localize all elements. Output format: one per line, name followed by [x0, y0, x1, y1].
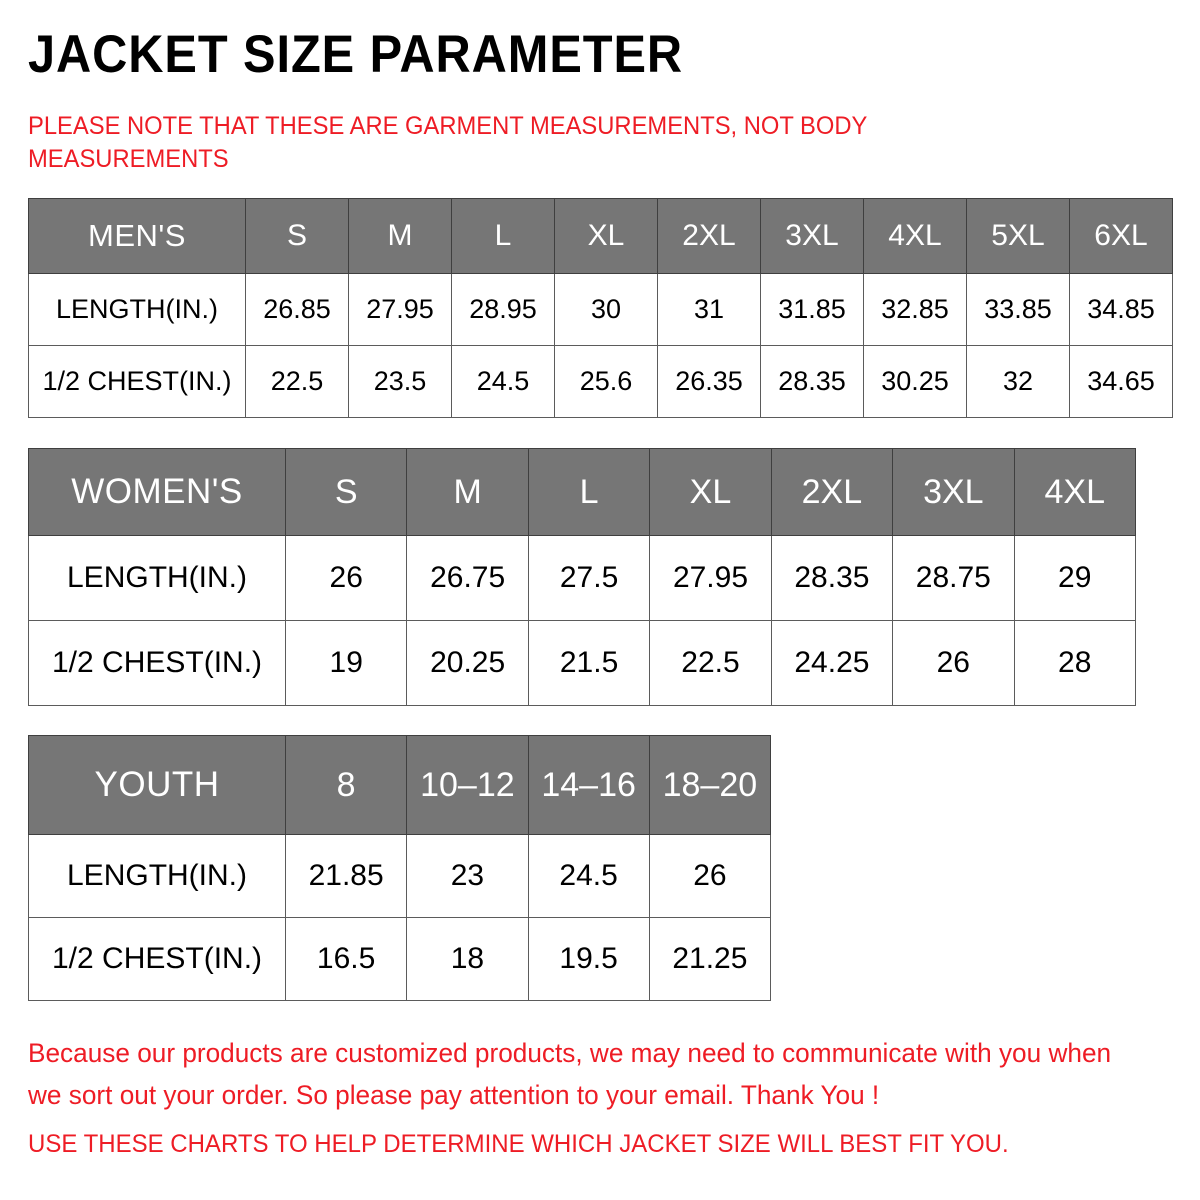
measurement-cell: 29 [1013, 535, 1136, 621]
row-label: LENGTH(IN.) [28, 273, 246, 346]
measurement-cell: 22.5 [649, 620, 772, 706]
column-header-size: S [245, 198, 349, 274]
column-header-size: XL [554, 198, 658, 274]
table-header-row: WOMEN'S S M L XL 2XL 3XL 4XL [28, 448, 1136, 536]
column-header-size: 3XL [892, 448, 1015, 536]
mens-table-title: MEN'S [28, 198, 246, 274]
column-header-size: 18–20 [648, 735, 772, 835]
measurement-cell: 21.25 [648, 917, 772, 1001]
measurement-cell: 24.5 [451, 345, 555, 418]
measurement-cell: 26.35 [657, 345, 761, 418]
youth-size-table: YOUTH 8 10–12 14–16 18–20 LENGTH(IN.) 21… [28, 735, 772, 1001]
mens-table-header: MEN'S S M L XL 2XL 3XL 4XL 5XL 6XL [28, 198, 1173, 274]
measurement-cell: 27.95 [649, 535, 772, 621]
column-header-size: 14–16 [527, 735, 650, 835]
column-header-size: 2XL [657, 198, 761, 274]
column-header-size: M [406, 448, 529, 536]
measurement-cell: 23.5 [348, 345, 452, 418]
column-header-size: L [527, 448, 651, 536]
column-header-size: XL [649, 448, 772, 536]
table-row: LENGTH(IN.) 26 26.75 27.5 27.95 28.35 28… [28, 535, 1136, 621]
measurement-cell: 20.25 [406, 620, 529, 706]
measurement-cell: 32 [966, 345, 1070, 418]
row-label: LENGTH(IN.) [28, 834, 286, 918]
measurement-cell: 26 [648, 834, 772, 918]
measurement-cell: 16.5 [284, 917, 408, 1001]
measurement-cell: 19 [284, 620, 408, 706]
table-row: 1/2 CHEST(IN.) 22.5 23.5 24.5 25.6 26.35… [28, 345, 1173, 418]
column-header-size: M [348, 198, 452, 274]
measurement-cell: 18 [406, 917, 529, 1001]
row-label: 1/2 CHEST(IN.) [28, 917, 286, 1001]
measurement-cell: 26.75 [406, 535, 529, 621]
garment-measurement-notice: PLEASE NOTE THAT THESE ARE GARMENT MEASU… [28, 112, 867, 173]
measurement-cell: 28.35 [770, 535, 894, 621]
measurement-cell: 32.85 [863, 273, 967, 346]
measurement-cell: 28.95 [451, 273, 555, 346]
table-row: 1/2 CHEST(IN.) 16.5 18 19.5 21.25 [28, 917, 772, 1001]
youth-table-body: LENGTH(IN.) 21.85 23 24.5 26 1/2 CHEST(I… [28, 834, 772, 1001]
row-label: 1/2 CHEST(IN.) [28, 345, 246, 418]
measurement-cell: 21.85 [284, 834, 408, 918]
measurement-cell: 19.5 [527, 917, 650, 1001]
measurement-cell: 28 [1013, 620, 1136, 706]
measurement-cell: 23 [406, 834, 529, 918]
measurement-cell: 25.6 [554, 345, 658, 418]
chart-usage-tagline: USE THESE CHARTS TO HELP DETERMINE WHICH… [28, 1130, 1009, 1158]
womens-table-header: WOMEN'S S M L XL 2XL 3XL 4XL [28, 448, 1136, 536]
table-header-row: MEN'S S M L XL 2XL 3XL 4XL 5XL 6XL [28, 198, 1173, 274]
youth-table-header: YOUTH 8 10–12 14–16 18–20 [28, 735, 772, 835]
table-row: 1/2 CHEST(IN.) 19 20.25 21.5 22.5 24.25 … [28, 620, 1136, 706]
measurement-cell: 31 [657, 273, 761, 346]
table-header-row: YOUTH 8 10–12 14–16 18–20 [28, 735, 772, 835]
column-header-size: 10–12 [406, 735, 529, 835]
measurement-cell: 30 [554, 273, 658, 346]
youth-table-title: YOUTH [28, 735, 286, 835]
row-label: 1/2 CHEST(IN.) [28, 620, 286, 706]
mens-size-table: MEN'S S M L XL 2XL 3XL 4XL 5XL 6XL LENGT… [28, 198, 1173, 418]
column-header-size: 6XL [1069, 198, 1173, 274]
measurement-cell: 27.95 [348, 273, 452, 346]
measurement-cell: 34.85 [1069, 273, 1173, 346]
page-title: JACKET SIZE PARAMETER [28, 25, 684, 84]
measurement-cell: 28.35 [760, 345, 864, 418]
row-label: LENGTH(IN.) [28, 535, 286, 621]
womens-table-title: WOMEN'S [28, 448, 286, 536]
column-header-size: L [451, 198, 555, 274]
measurement-cell: 27.5 [527, 535, 651, 621]
womens-size-table: WOMEN'S S M L XL 2XL 3XL 4XL LENGTH(IN.)… [28, 448, 1136, 706]
measurement-cell: 34.65 [1069, 345, 1173, 418]
measurement-cell: 21.5 [527, 620, 651, 706]
table-row: LENGTH(IN.) 26.85 27.95 28.95 30 31 31.8… [28, 273, 1173, 346]
column-header-size: 4XL [1013, 448, 1136, 536]
measurement-cell: 26 [892, 620, 1015, 706]
table-row: LENGTH(IN.) 21.85 23 24.5 26 [28, 834, 772, 918]
measurement-cell: 33.85 [966, 273, 1070, 346]
measurement-cell: 24.5 [527, 834, 650, 918]
measurement-cell: 26 [284, 535, 408, 621]
column-header-size: 4XL [863, 198, 967, 274]
measurement-cell: 28.75 [892, 535, 1015, 621]
measurement-cell: 31.85 [760, 273, 864, 346]
measurement-cell: 30.25 [863, 345, 967, 418]
column-header-size: 3XL [760, 198, 864, 274]
measurement-cell: 22.5 [245, 345, 349, 418]
customization-notice: Because our products are customized prod… [28, 1038, 1112, 1110]
mens-table-body: LENGTH(IN.) 26.85 27.95 28.95 30 31 31.8… [28, 273, 1173, 418]
measurement-cell: 24.25 [770, 620, 894, 706]
column-header-size: 5XL [966, 198, 1070, 274]
column-header-size: 8 [284, 735, 408, 835]
column-header-size: S [284, 448, 408, 536]
column-header-size: 2XL [770, 448, 894, 536]
womens-table-body: LENGTH(IN.) 26 26.75 27.5 27.95 28.35 28… [28, 535, 1136, 706]
measurement-cell: 26.85 [245, 273, 349, 346]
